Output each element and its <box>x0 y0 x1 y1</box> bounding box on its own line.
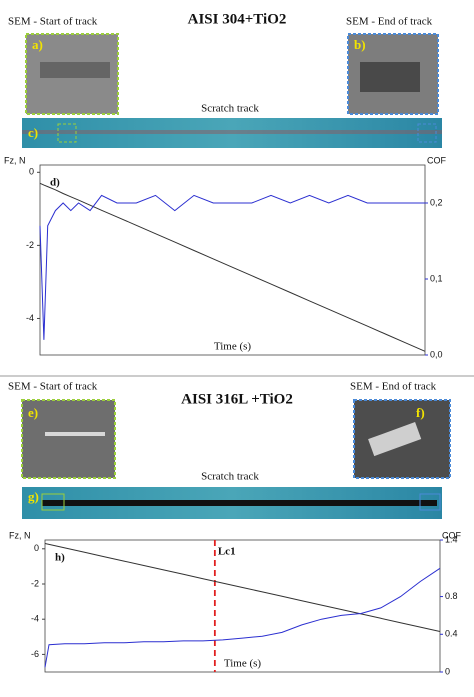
panel-label: e) <box>28 405 38 420</box>
zoom-box <box>41 493 65 511</box>
panel-label: c) <box>28 125 38 140</box>
x-axis-label: Time (s) <box>214 341 252 353</box>
panel-label: d) <box>50 177 60 189</box>
sem-detail <box>45 432 105 436</box>
zoom-box <box>417 123 437 143</box>
sem-start-label: SEM - Start of track <box>8 381 98 393</box>
sem-detail <box>40 62 110 78</box>
track-label: Scratch track <box>201 471 259 483</box>
zoom-box <box>57 123 77 143</box>
section-title: AISI 304+TiO2 <box>188 11 287 27</box>
y2-axis-label: COF <box>427 155 447 165</box>
sem-detail <box>368 422 422 457</box>
zoom-box <box>419 493 441 511</box>
y2-tick-label: 1.4 <box>445 534 458 544</box>
y2-tick-label: 0,0 <box>430 349 443 359</box>
threshold-label: Lc1 <box>218 546 236 558</box>
panel-label: a) <box>32 37 43 52</box>
y-axis-label: Fz, N <box>9 530 31 540</box>
sem-start-label: SEM - Start of track <box>8 16 98 28</box>
y-tick-label: -4 <box>26 313 34 323</box>
y2-tick-label: 0,2 <box>430 197 443 207</box>
y2-tick-label: 0.8 <box>445 591 458 601</box>
panel-label: h) <box>55 552 65 564</box>
y-tick-label: -4 <box>31 614 39 624</box>
panel-label: f) <box>416 405 425 420</box>
plot-frame <box>39 164 426 356</box>
y2-tick-label: 0 <box>445 666 450 676</box>
sem-end-label: SEM - End of track <box>350 381 437 393</box>
plot-frame <box>44 539 441 673</box>
x-axis-label: Time (s) <box>224 658 262 670</box>
track-label: Scratch track <box>201 103 259 115</box>
sem-image <box>21 399 116 479</box>
track-groove <box>42 500 437 506</box>
series-line <box>39 182 426 352</box>
y-tick-label: -6 <box>31 649 39 659</box>
y-tick-label: -2 <box>26 240 34 250</box>
series-line <box>44 567 441 668</box>
series-line <box>44 543 441 632</box>
section-title: AISI 316L +TiO2 <box>181 391 293 407</box>
y-tick-label: 0 <box>29 167 34 177</box>
y-tick-label: -2 <box>31 578 39 588</box>
y2-tick-label: 0,1 <box>430 273 443 283</box>
panel-label: g) <box>28 489 39 504</box>
series-line <box>39 194 425 340</box>
y2-tick-label: 0.4 <box>445 629 458 639</box>
panel-label: b) <box>354 37 366 52</box>
y-axis-label: Fz, N <box>4 155 26 165</box>
sem-end-label: SEM - End of track <box>346 16 433 28</box>
y-tick-label: 0 <box>34 543 39 553</box>
y2-axis-label: COF <box>442 530 462 540</box>
track-groove <box>22 130 442 134</box>
sem-detail <box>360 62 420 92</box>
